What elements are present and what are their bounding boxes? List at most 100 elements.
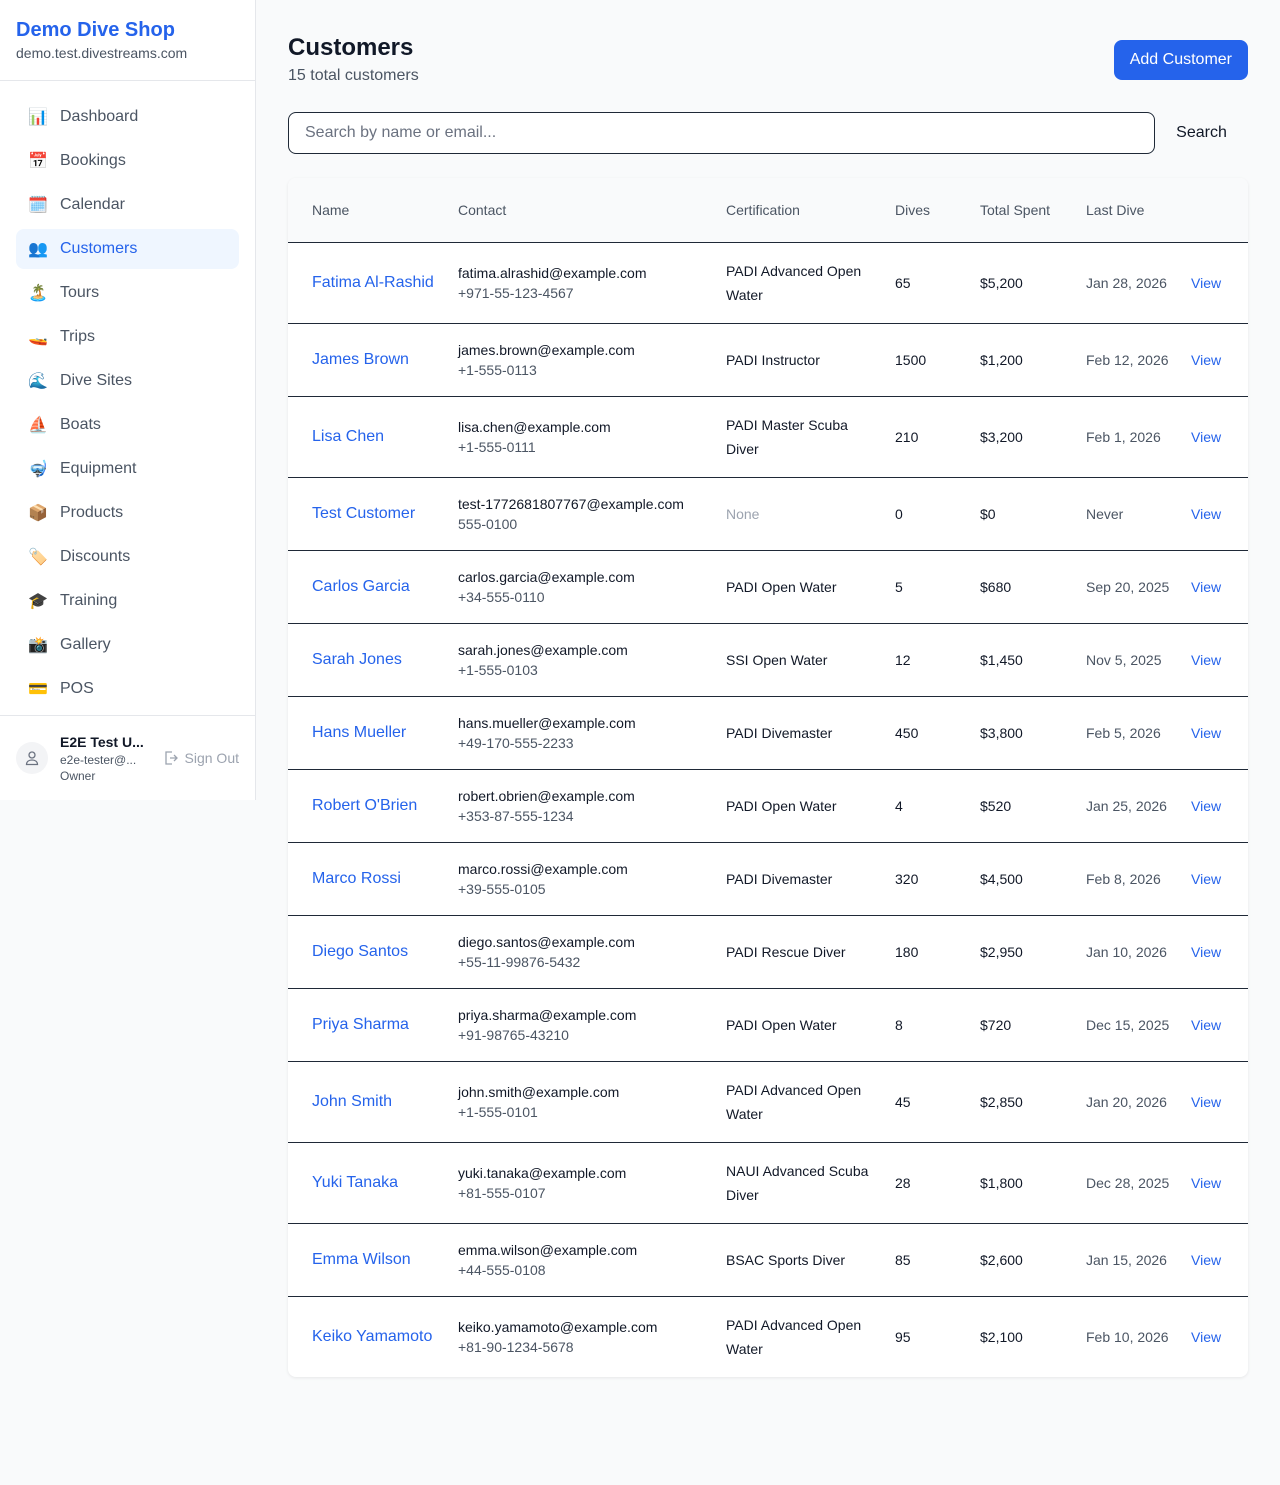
customer-phone: +1-555-0103 <box>458 661 538 678</box>
last-dive: Jan 20, 2026 <box>1086 1061 1191 1143</box>
sidebar-item-trips[interactable]: 🚤 Trips <box>16 317 239 357</box>
view-customer-link[interactable]: View <box>1191 797 1222 814</box>
sidebar-item-dive-sites[interactable]: 🌊 Dive Sites <box>16 361 239 401</box>
customer-email: robert.obrien@example.com <box>458 787 635 804</box>
total-spent: $720 <box>980 988 1086 1062</box>
customer-count: 15 total customers <box>288 67 419 84</box>
certification: PADI Open Water <box>726 988 895 1062</box>
avatar <box>16 742 48 774</box>
certification: PADI Master Scuba Diver <box>726 396 895 478</box>
customer-name-link[interactable]: Lisa Chen <box>312 427 385 445</box>
sidebar-item-label: Discounts <box>60 548 131 565</box>
sidebar-item-label: Training <box>60 592 118 609</box>
last-dive: Never <box>1086 477 1191 551</box>
certification: BSAC Sports Diver <box>726 1223 895 1297</box>
customer-name-link[interactable]: Robert O'Brien <box>312 796 418 814</box>
last-dive: Sep 20, 2025 <box>1086 550 1191 624</box>
view-customer-link[interactable]: View <box>1191 651 1222 668</box>
customer-email: james.brown@example.com <box>458 341 635 358</box>
customer-phone: +1-555-0111 <box>458 438 536 455</box>
certification: PADI Instructor <box>726 323 895 397</box>
sign-out-button[interactable]: Sign Out <box>163 750 239 766</box>
view-customer-link[interactable]: View <box>1191 505 1222 522</box>
total-spent: $5,200 <box>980 242 1086 324</box>
certification: SSI Open Water <box>726 623 895 697</box>
page-title: Customers <box>288 34 414 61</box>
sidebar-item-training[interactable]: 🎓 Training <box>16 581 239 621</box>
column-header: Last Dive <box>1086 178 1191 243</box>
sidebar-item-boats[interactable]: ⛵ Boats <box>16 405 239 445</box>
view-customer-link[interactable]: View <box>1191 274 1222 291</box>
sidebar-item-customers[interactable]: 👥 Customers <box>16 229 239 269</box>
add-customer-button[interactable]: Add Customer <box>1113 40 1248 80</box>
customer-name-link[interactable]: Emma Wilson <box>312 1250 411 1268</box>
sidebar-item-calendar[interactable]: 🗓️ Calendar <box>16 185 239 225</box>
customer-name-link[interactable]: John Smith <box>312 1092 393 1110</box>
sidebar-item-label: Gallery <box>60 636 111 653</box>
total-spent: $520 <box>980 769 1086 843</box>
spiral-calendar-icon: 🗓️ <box>28 197 48 214</box>
view-customer-link[interactable]: View <box>1191 578 1222 595</box>
graduation-cap-icon: 🎓 <box>28 593 48 610</box>
last-dive: Dec 15, 2025 <box>1086 988 1191 1062</box>
view-customer-link[interactable]: View <box>1191 1093 1222 1110</box>
sidebar-item-pos[interactable]: 💳 POS <box>16 669 239 709</box>
customer-name-link[interactable]: Keiko Yamamoto <box>312 1327 433 1345</box>
customer-email: priya.sharma@example.com <box>458 1006 637 1023</box>
sidebar-item-discounts[interactable]: 🏷️ Discounts <box>16 537 239 577</box>
speedboat-icon: 🚤 <box>28 329 48 346</box>
customer-name-link[interactable]: Hans Mueller <box>312 723 407 741</box>
sidebar-item-tours[interactable]: 🏝️ Tours <box>16 273 239 313</box>
wave-icon: 🌊 <box>28 373 48 390</box>
sidebar: Demo Dive Shop demo.test.divestreams.com… <box>0 0 256 800</box>
customer-name-link[interactable]: Carlos Garcia <box>312 577 410 595</box>
view-customer-link[interactable]: View <box>1191 1251 1222 1268</box>
certification: PADI Divemaster <box>726 842 895 916</box>
dives: 180 <box>895 915 980 989</box>
column-header <box>1191 178 1248 243</box>
view-customer-link[interactable]: View <box>1191 724 1222 741</box>
view-customer-link[interactable]: View <box>1191 1174 1222 1191</box>
table-row: Carlos Garcia carlos.garcia@example.com +… <box>288 550 1248 624</box>
view-customer-link[interactable]: View <box>1191 870 1222 887</box>
customer-name-link[interactable]: Marco Rossi <box>312 869 401 887</box>
view-customer-link[interactable]: View <box>1191 428 1222 445</box>
customer-name-link[interactable]: Yuki Tanaka <box>312 1173 398 1191</box>
sidebar-item-dashboard[interactable]: 📊 Dashboard <box>16 97 239 137</box>
customer-email: fatima.alrashid@example.com <box>458 264 647 281</box>
shop-name[interactable]: Demo Dive Shop <box>16 19 175 41</box>
total-spent: $1,800 <box>980 1142 1086 1224</box>
table-row: John Smith john.smith@example.com +1-555-… <box>288 1061 1248 1143</box>
sidebar-item-gallery[interactable]: 📸 Gallery <box>16 625 239 665</box>
view-customer-link[interactable]: View <box>1191 943 1222 960</box>
total-spent: $3,800 <box>980 696 1086 770</box>
sidebar-item-bookings[interactable]: 📅 Bookings <box>16 141 239 181</box>
sidebar-item-label: Customers <box>60 240 138 257</box>
search-input[interactable] <box>288 112 1155 154</box>
customer-phone: +49-170-555-2233 <box>458 734 574 751</box>
sidebar-item-equipment[interactable]: 🤿 Equipment <box>16 449 239 489</box>
sidebar-item-label: Dive Sites <box>60 372 133 389</box>
dives: 12 <box>895 623 980 697</box>
user-name: E2E Test U... <box>60 734 144 750</box>
search-button[interactable]: Search <box>1155 112 1248 154</box>
customer-name-link[interactable]: Fatima Al-Rashid <box>312 273 434 291</box>
sidebar-item-products[interactable]: 📦 Products <box>16 493 239 533</box>
view-customer-link[interactable]: View <box>1191 351 1222 368</box>
certification: PADI Advanced Open Water <box>726 1061 895 1143</box>
total-spent: $2,100 <box>980 1328 1023 1345</box>
view-customer-link[interactable]: View <box>1191 1016 1222 1033</box>
customer-name-link[interactable]: Diego Santos <box>312 942 409 960</box>
view-customer-link[interactable]: View <box>1191 1328 1222 1345</box>
customer-name-link[interactable]: Sarah Jones <box>312 650 402 668</box>
sidebar-item-label: Calendar <box>60 196 125 213</box>
customer-email: sarah.jones@example.com <box>458 641 628 658</box>
total-spent: $4,500 <box>980 842 1086 916</box>
customer-email: marco.rossi@example.com <box>458 860 628 877</box>
customer-email: lisa.chen@example.com <box>458 418 611 435</box>
customer-name-link[interactable]: Priya Sharma <box>312 1015 409 1033</box>
customer-name-link[interactable]: James Brown <box>312 350 409 368</box>
sidebar-nav: 📊 Dashboard 📅 Bookings 🗓️ Calendar 👥 Customers 🏝… <box>0 81 255 709</box>
customer-name-link[interactable]: Test Customer <box>312 504 416 522</box>
user-email: e2e-tester@... <box>60 753 137 767</box>
